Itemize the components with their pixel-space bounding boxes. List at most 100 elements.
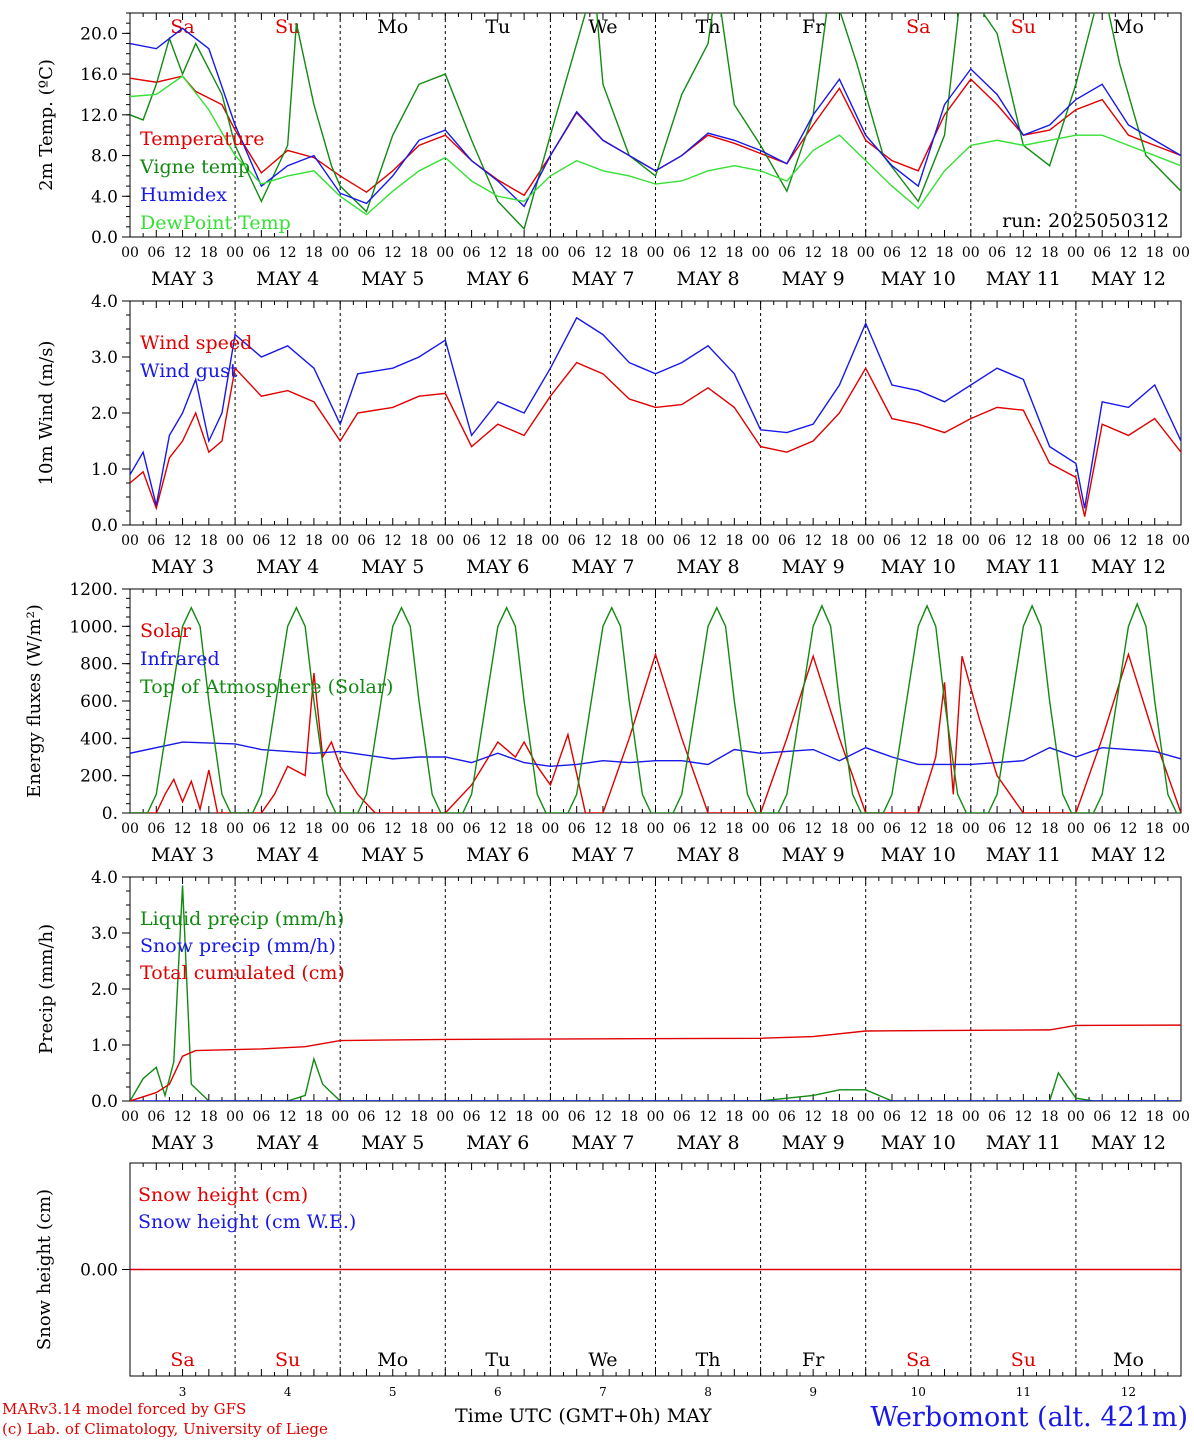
hour-label: 00	[1172, 245, 1190, 261]
y-tick-label: 2.0	[91, 980, 118, 1000]
series-line-wind-speed	[130, 361, 1181, 517]
series-line-wind-gust	[130, 316, 1181, 509]
day-number-label: 4	[284, 1385, 292, 1399]
hour-label: 18	[200, 245, 218, 261]
hour-label: 06	[252, 245, 270, 261]
hour-label: 12	[699, 245, 717, 261]
hour-label: 12	[1120, 533, 1138, 549]
hour-label: 18	[725, 245, 743, 261]
day-number-label: 6	[494, 1385, 502, 1399]
hour-label: 12	[594, 1109, 612, 1125]
hour-label: 12	[489, 1109, 507, 1125]
weekday-label: Fr	[802, 16, 825, 38]
y-tick-label: 4.0	[91, 187, 118, 207]
hour-label: 12	[699, 1109, 717, 1125]
run-annotation: run: 2025050312	[1002, 210, 1169, 232]
hour-label: 00	[1067, 1109, 1085, 1125]
hour-label: 12	[1014, 533, 1032, 549]
hour-label: 00	[436, 533, 454, 549]
date-label: MAY 5	[361, 556, 424, 578]
weekday-label: Su	[1011, 16, 1036, 38]
hour-label: 00	[1172, 533, 1190, 549]
hour-label: 06	[252, 821, 270, 837]
hour-label: 06	[463, 1109, 481, 1125]
hour-label: 12	[384, 821, 402, 837]
hour-label: 18	[1041, 533, 1059, 549]
series-line-solar	[130, 651, 1181, 813]
hour-label: 00	[331, 533, 349, 549]
hour-label: 18	[1041, 245, 1059, 261]
date-label: MAY 9	[782, 268, 845, 290]
hour-label: 00	[1067, 533, 1085, 549]
hour-label: 18	[410, 533, 428, 549]
hour-label: 06	[883, 1109, 901, 1125]
hour-label: 12	[384, 1109, 402, 1125]
y-tick-label: 1.0	[91, 1036, 118, 1056]
series-line-vigne-temp	[130, 13, 1181, 231]
hour-label: 12	[174, 533, 192, 549]
weekday-label: Th	[696, 16, 721, 38]
weekday-label: We	[588, 1349, 617, 1371]
weekday-label: Sa	[906, 1349, 930, 1371]
hour-label: 06	[358, 821, 376, 837]
weekday-label: Mo	[1113, 16, 1144, 38]
date-label: MAY 3	[151, 268, 214, 290]
legend-entry: Total cumulated (cm)	[140, 962, 345, 984]
hour-label: 06	[147, 1109, 165, 1125]
hour-label: 18	[620, 533, 638, 549]
date-label: MAY 8	[677, 268, 740, 290]
hour-label: 00	[226, 1109, 244, 1125]
hour-label: 18	[410, 1109, 428, 1125]
legend-entry: Vigne temp	[139, 156, 250, 178]
hour-label: 12	[804, 245, 822, 261]
day-number-label: 7	[599, 1385, 607, 1399]
hour-label: 18	[200, 821, 218, 837]
hour-label: 06	[1093, 821, 1111, 837]
y-tick-label: 3.0	[91, 924, 118, 944]
hour-label: 18	[1041, 1109, 1059, 1125]
hour-label: 18	[515, 1109, 533, 1125]
y-tick-label: 0.	[102, 804, 118, 824]
date-label: MAY 4	[256, 268, 319, 290]
weekday-label: Tu	[485, 1349, 510, 1371]
date-label: MAY 4	[256, 556, 319, 578]
date-label: MAY 6	[466, 268, 529, 290]
y-tick-label: 2.0	[91, 404, 118, 424]
hour-label: 18	[515, 533, 533, 549]
hour-label: 00	[962, 1109, 980, 1125]
series-line-infrared	[130, 741, 1181, 768]
y-tick-label: 3.0	[91, 348, 118, 368]
legend-entry: Liquid precip (mm/h)	[140, 908, 344, 930]
weekday-label: Su	[1011, 1349, 1036, 1371]
hour-label: 06	[463, 533, 481, 549]
date-label: MAY 3	[151, 1132, 214, 1154]
legend-entry: Snow height (cm)	[138, 1184, 308, 1206]
hour-label: 12	[909, 1109, 927, 1125]
hour-label: 12	[1120, 1109, 1138, 1125]
hour-label: 00	[226, 821, 244, 837]
hour-label: 06	[673, 821, 691, 837]
station-name: Werbomont (alt. 421m)	[870, 1402, 1188, 1433]
credit-line-2: (c) Lab. of Climatology, University of L…	[2, 1420, 328, 1438]
date-label: MAY 7	[571, 1132, 634, 1154]
hour-label: 12	[384, 245, 402, 261]
weekday-label: Mo	[377, 16, 408, 38]
series-line-dewpoint-temp	[130, 75, 1181, 216]
y-axis-label: 2m Temp. (ºC)	[36, 59, 57, 191]
hour-label: 00	[541, 1109, 559, 1125]
legend-entry: Infrared	[140, 648, 220, 670]
hour-label: 06	[252, 533, 270, 549]
hour-label: 00	[541, 821, 559, 837]
hour-label: 18	[200, 1109, 218, 1125]
hour-label: 06	[883, 245, 901, 261]
hour-label: 06	[463, 821, 481, 837]
hour-label: 00	[1172, 821, 1190, 837]
y-tick-label: 1.0	[91, 460, 118, 480]
hour-label: 12	[174, 1109, 192, 1125]
hour-label: 12	[279, 245, 297, 261]
hour-label: 00	[121, 1109, 139, 1125]
legend-entry: Snow height (cm W.E.)	[138, 1211, 356, 1233]
hour-label: 18	[1146, 821, 1164, 837]
hour-label: 12	[804, 533, 822, 549]
hour-label: 06	[358, 533, 376, 549]
